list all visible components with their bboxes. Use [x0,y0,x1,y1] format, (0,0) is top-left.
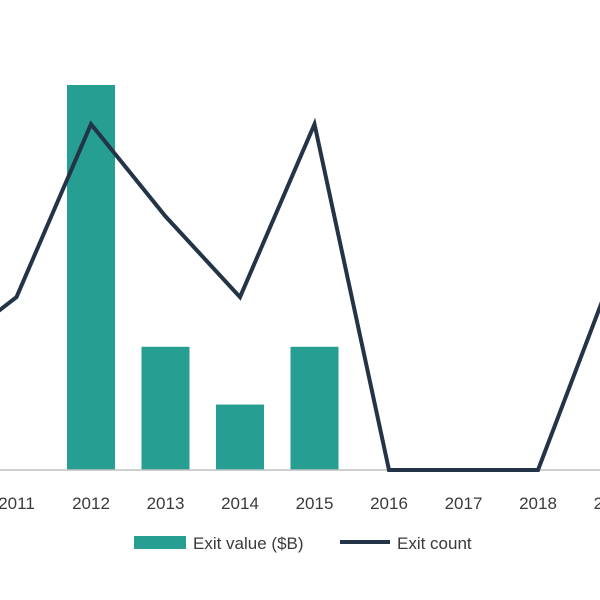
exit-count-line [0,117,600,472]
legend-swatch-exit-value [134,536,186,549]
bar-2014 [216,404,264,470]
bars-layer [67,85,339,470]
x-tick-2017: 2017 [445,494,483,513]
x-tick-2014: 2014 [221,494,259,513]
x-tick-2018: 2018 [519,494,557,513]
legend: Exit value ($B) Exit count [134,534,472,553]
bar-2012 [67,85,115,470]
legend-label-exit-count: Exit count [397,534,472,553]
line-layer [0,117,600,472]
x-tick-2016: 2016 [370,494,408,513]
x-tick-2013: 2013 [147,494,185,513]
bar-2015 [290,346,339,470]
legend-label-exit-value: Exit value ($B) [193,534,304,553]
x-tick-2011: 2011 [0,494,35,513]
bar-2013 [141,346,190,470]
x-tick-2015: 2015 [296,494,334,513]
x-tick-labels: 2010201120122013201420152016201720182019 [0,494,600,513]
x-tick-2019: 2019 [594,494,600,513]
x-tick-2012: 2012 [72,494,110,513]
